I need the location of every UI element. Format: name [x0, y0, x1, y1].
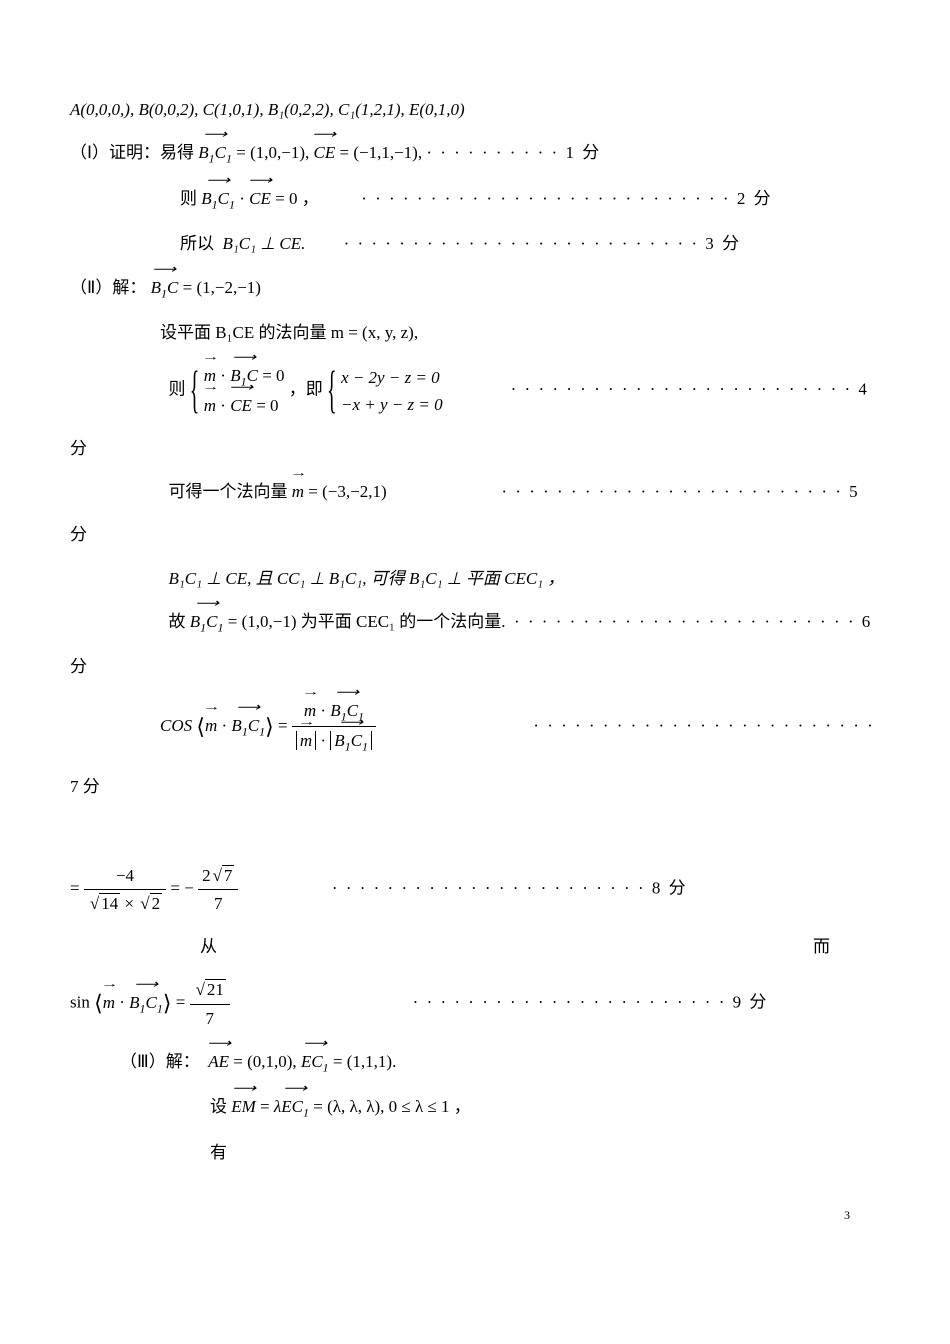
- p1-line3: 所以 B₁C₁ ⊥ CE. · · · · · · · · · · · · · …: [70, 230, 880, 257]
- p2-line5: B₁C₁ ⊥ CE, 且 CC₁ ⊥ B₁C₁, 可得 B₁C₁ ⊥ 平面 CE…: [70, 565, 880, 592]
- vec-m: m: [292, 478, 304, 505]
- sin-frac: 21 7: [190, 976, 230, 1031]
- p2-line4: 可得一个法向量 m = (−3,−2,1) · · · · · · · · · …: [70, 478, 880, 505]
- p2-score7: 7 分: [70, 773, 880, 800]
- p1-dots2: · · · · · · · · · · · · · · · · · · · · …: [361, 189, 772, 208]
- p2-l4-pre: 可得一个法向量: [169, 482, 288, 501]
- cos-frac: m · B1C1 m · B1C1: [292, 697, 376, 757]
- p1-label: （Ⅰ）证明：易得: [70, 143, 194, 162]
- eq8-frac2: 27 7: [198, 862, 238, 917]
- p2-l2-pre: 设平面 B₁CE 的法向量 m = (x, y, z),: [160, 323, 418, 342]
- p2-dots6: · · · · · · · · · · · · · · · · · · · · …: [514, 612, 872, 631]
- p1-line1: （Ⅰ）证明：易得 B1C1 = (1,0,−1), CE = (−1,1,−1)…: [70, 139, 880, 169]
- p2-line1: （Ⅱ）解： B1C = (1,−2,−1): [70, 274, 880, 304]
- p1-dots3: · · · · · · · · · · · · · · · · · · · · …: [344, 234, 741, 253]
- vec-ae: AE: [208, 1048, 229, 1075]
- p3-l2-eq: = (λ, λ, λ), 0 ≤ λ ≤ 1 ，: [313, 1097, 471, 1116]
- p1-l3-eq: B₁C₁ ⊥ CE.: [223, 234, 306, 253]
- p3-ec1-val: = (1,1,1).: [333, 1052, 396, 1071]
- cos-label: COS: [160, 716, 192, 735]
- p2-dots7: · · · · · · · · · · · · · · · · · · · · …: [533, 716, 875, 735]
- p2-b1c-val: = (1,−2,−1): [183, 278, 261, 297]
- p2-line6: 故 B1C1 = (1,0,−1) 为平面 CEC₁ 的一个法向量. · · ·…: [70, 608, 880, 638]
- vec-b1c1-3: B1C1: [190, 608, 224, 638]
- vec-ce: CE: [314, 139, 336, 166]
- p2-label: （Ⅱ）解：: [70, 278, 146, 297]
- sin-label: sin: [70, 993, 90, 1012]
- vec-b1c1: B1C1: [198, 139, 232, 169]
- vec-b1c1-2: B1C1: [201, 185, 235, 215]
- vec-ce-2: CE: [249, 185, 271, 212]
- vec-ec1: EC1: [301, 1048, 329, 1078]
- p3-line1: （Ⅲ）解： AE = (0,1,0), EC1 = (1,1,1).: [70, 1048, 880, 1078]
- vec-em: EM: [231, 1093, 256, 1120]
- p2-l6-eq: = (1,0,−1) 为平面 CEC₁ 的一个法向量.: [228, 612, 506, 631]
- points-line: A(0,0,0,), B(0,0,2), C(1,0,1), B₁(0,2,2)…: [70, 96, 880, 123]
- vec-b1c: B1C: [151, 274, 179, 304]
- p2-line3: 则 m · B1C = 0 m · CE = 0 ，即 x − 2y − z =…: [70, 362, 880, 419]
- p2-dots9: · · · · · · · · · · · · · · · · · · · · …: [413, 993, 769, 1012]
- p2-mid: ，即: [289, 380, 323, 399]
- p1-b1c1-val: = (1,0,−1),: [236, 143, 309, 162]
- p3-l3: 有: [210, 1143, 227, 1162]
- p2-l6-pre: 故: [169, 612, 186, 631]
- p3-ae-val: = (0,1,0),: [233, 1052, 296, 1071]
- cong: 从: [70, 933, 217, 960]
- eq8-frac1: −4 14 × 2: [84, 862, 166, 917]
- p2-cos: COS ⟨m · B1C1⟩ = m · B1C1 m · B1C1 · · ·…: [70, 697, 880, 757]
- p2-dots8: · · · · · · · · · · · · · · · · · · · · …: [332, 879, 688, 898]
- p2-fen1: 分: [70, 435, 880, 462]
- p2-l5: B₁C₁ ⊥ CE, 且 CC₁ ⊥ B₁C₁, 可得 B₁C₁ ⊥ 平面 CE…: [169, 569, 565, 588]
- p3-line2: 设 EM = λEC1 = (λ, λ, λ), 0 ≤ λ ≤ 1 ，: [70, 1093, 880, 1123]
- p2-dots4: · · · · · · · · · · · · · · · · · · · · …: [511, 380, 869, 399]
- p1-l2-eq: = 0 ，: [275, 189, 319, 208]
- p1-ce-val: = (−1,1,−1),: [339, 143, 422, 162]
- vec-ec1-2: EC1: [281, 1093, 309, 1123]
- p3-label: （Ⅲ）解：: [120, 1052, 200, 1071]
- p1-line2: 则 B1C1 · CE = 0 ， · · · · · · · · · · · …: [70, 185, 880, 215]
- p2-fen2: 分: [70, 521, 880, 548]
- er: 而: [813, 933, 830, 960]
- page-number: 3: [70, 1206, 880, 1225]
- p3-l2-pre: 设: [210, 1097, 227, 1116]
- cong-er: 从 而: [70, 933, 880, 960]
- p2-eq8: = −4 14 × 2 = − 27 7 · · · · · · · · · ·…: [70, 862, 880, 917]
- points-text: A(0,0,0,), B(0,0,2), C(1,0,1), B₁(0,2,2)…: [70, 100, 465, 119]
- p2-l3-pre: 则: [169, 380, 186, 399]
- p2-fen3: 分: [70, 653, 880, 680]
- p2-line2: 设平面 B₁CE 的法向量 m = (x, y, z),: [70, 319, 880, 346]
- p1-l3-pre: 所以: [180, 234, 214, 253]
- sys1: m · B1C = 0 m · CE = 0: [190, 362, 285, 419]
- p3-line3: 有: [70, 1139, 880, 1166]
- p2-dots5: · · · · · · · · · · · · · · · · · · · · …: [501, 482, 859, 501]
- p1-dots1: · · · · · · · · · · 1 分: [426, 143, 601, 162]
- sys2: x − 2y − z = 0 −x + y − z = 0: [327, 364, 443, 418]
- p2-sin: sin ⟨m · B1C1⟩ = 21 7 · · · · · · · · · …: [70, 976, 880, 1031]
- p1-l2-pre: 则: [180, 189, 197, 208]
- p2-l4-eq: = (−3,−2,1): [308, 482, 386, 501]
